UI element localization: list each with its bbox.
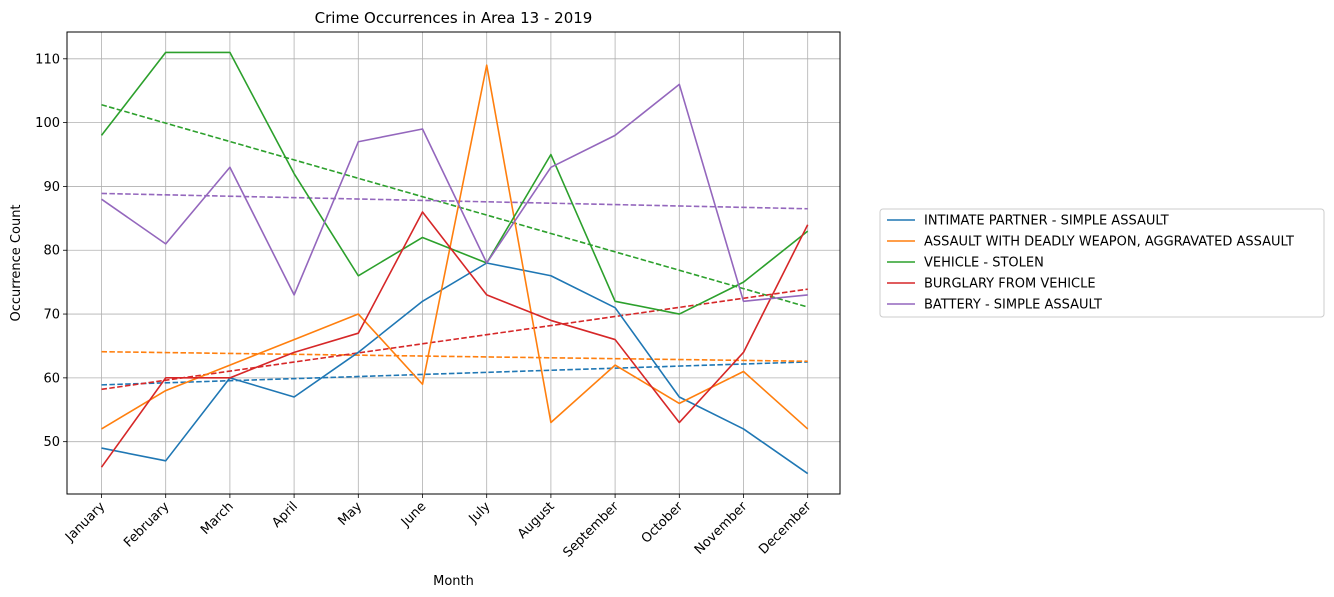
legend-frame — [879, 208, 1325, 318]
legend: INTIMATE PARTNER - SIMPLE ASSAULT ASSAULT… — [879, 208, 1325, 318]
series-line — [101, 64, 809, 430]
plot-frame — [66, 31, 841, 495]
y-tick-label: 80 — [43, 244, 60, 259]
legend-label: ASSAULT WITH DEADLY WEAPON, AGGRAVATED A… — [924, 235, 1294, 250]
x-axis-title: Month — [433, 574, 474, 589]
legend-label: BATTERY - SIMPLE ASSAULT — [924, 298, 1102, 313]
trend-line — [101, 350, 808, 363]
series-line — [101, 262, 809, 475]
series-line — [100, 211, 809, 468]
trend-lines — [101, 103, 808, 391]
series-line — [101, 83, 808, 303]
chart-title: Crime Occurrences in Area 13 - 2019 — [315, 9, 593, 27]
legend-label: VEHICLE - STOLEN — [924, 256, 1044, 271]
y-tick-label: 100 — [35, 116, 60, 131]
series-lines — [100, 51, 809, 475]
y-tick-label: 90 — [43, 180, 60, 195]
trend-line — [101, 103, 808, 308]
y-axis-ticks: 50 60 70 80 90 100 110 — [35, 52, 67, 450]
y-tick-label: 110 — [35, 52, 60, 67]
legend-label: BURGLARY FROM VEHICLE — [924, 277, 1096, 292]
legend-label: INTIMATE PARTNER - SIMPLE ASSAULT — [924, 214, 1169, 229]
y-tick-label: 50 — [43, 435, 60, 450]
trend-line — [101, 288, 808, 391]
grid — [67, 32, 840, 494]
trend-line — [101, 192, 808, 210]
y-tick-label: 60 — [43, 371, 60, 386]
trend-line — [101, 361, 808, 386]
y-tick-label: 70 — [43, 308, 60, 323]
y-axis-title: Occurrence Count — [9, 204, 24, 321]
series-line — [100, 51, 809, 315]
